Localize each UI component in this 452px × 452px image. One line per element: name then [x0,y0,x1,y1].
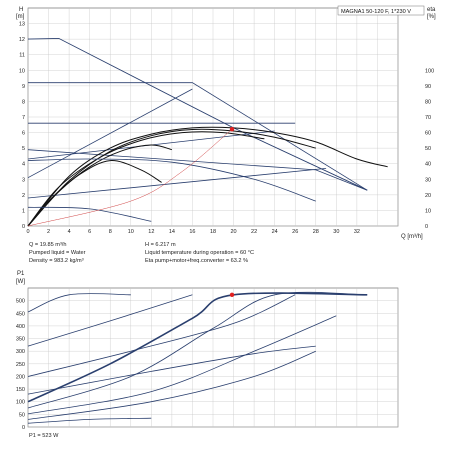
head-y2-tick-label: 70 [425,115,431,121]
head-x-tick-label: 20 [230,229,236,235]
power-y-tick-label: 0 [22,425,25,431]
model-label: MAGNA1 50-120 F, 1*230 V [341,9,411,15]
power-y-tick-label: 50 [19,412,25,418]
head-y-tick-label: 8 [22,99,25,105]
info-power: P1 = 523 W [29,433,59,439]
head-curve-eff-9 [27,131,265,227]
head-y-tick-label: 4 [22,162,25,168]
head-x-tick-label: 18 [210,229,216,235]
head-y-tick-label: 0 [22,224,25,230]
head-curve-const-pressure-5 [27,168,327,199]
head-y-tick-label: 9 [22,84,25,90]
model-box [337,5,425,16]
head-y2-tick-label: 80 [425,99,431,105]
power-curve-power-3 [27,350,316,420]
power-y-tick-label: 100 [16,400,25,406]
head-curve-part-load-12 [27,158,316,202]
head-curve-part-load-13 [27,206,152,222]
head-y-tick-label: 7 [22,115,25,121]
bottom-chart-grid [27,287,399,428]
head-x-tick-label: 28 [313,229,319,235]
head-axis-label: H [19,7,23,13]
head-duty-point [229,126,235,132]
head-curve-max-curve-0 [27,37,368,191]
eta-axis-label: eta [427,7,436,13]
head-x-tick-label: 30 [333,229,339,235]
head-x-tick-label: 0 [26,229,29,235]
power-curve-power-6 [27,294,296,377]
power-curve-power-2 [27,315,337,415]
power-y-tick-label: 450 [16,311,25,317]
power-curve-power-8 [27,417,152,424]
head-y-tick-label: 5 [22,146,25,152]
top-chart-curves [27,37,388,227]
info-efficiency: Eta pump+motor+freq.converter = 63.2 % [145,258,248,264]
bottom-chart-curves [27,291,368,424]
head-y2-tick-label: 10 [425,208,431,214]
head-x-tick-label: 26 [292,229,298,235]
power-curve-max-power-0 [27,292,368,403]
power-axis-label: P1 [17,271,25,277]
info-temperature: Liquid temperature during operation = 60… [145,250,254,256]
head-axis-unit: [m] [16,14,25,20]
head-y-tick-label: 10 [19,68,25,74]
head-y-tick-label: 2 [22,193,25,199]
head-x-tick-label: 32 [354,229,360,235]
head-y2-tick-label: 100 [425,68,434,74]
head-y-tick-label: 1 [22,208,25,214]
power-y-tick-label: 300 [16,349,25,355]
power-curve-power-1 [27,291,368,409]
head-y2-tick-label: 20 [425,193,431,199]
head-y-tick-label: 3 [22,177,25,183]
head-y2-tick-label: 90 [425,84,431,90]
power-y-tick-label: 150 [16,387,25,393]
head-y2-tick-label: 50 [425,146,431,152]
head-x-tick-label: 4 [68,229,71,235]
head-x-tick-label: 10 [128,229,134,235]
power-axis-unit: [W] [16,279,25,285]
head-y-tick-label: 12 [19,37,25,43]
head-x-tick-label: 24 [272,229,278,235]
head-curve-eff-8 [27,128,316,227]
head-x-tick-label: 16 [189,229,195,235]
head-y-tick-label: 11 [19,53,25,59]
head-y-tick-label: 6 [22,131,25,137]
head-x-tick-label: 6 [88,229,91,235]
head-x-tick-label: 8 [109,229,112,235]
info-density: Density = 983.2 kg/m³ [29,258,84,264]
power-y-tick-label: 350 [16,337,25,343]
power-duty-point [229,292,235,298]
info-flow: Q = 19.85 m³/h [29,242,66,248]
power-curve-power-4 [27,293,131,313]
head-curve-const-pressure-4 [27,88,193,179]
power-y-tick-label: 250 [16,362,25,368]
head-y2-tick-label: 40 [425,162,431,168]
power-curve-power-5 [27,294,193,347]
head-y2-tick-label: 0 [425,224,428,230]
info-head: H = 6.217 m [145,242,176,248]
head-x-tick-label: 2 [47,229,50,235]
info-liquid: Pumped liquid = Water [29,250,86,256]
power-y-tick-label: 400 [16,324,25,330]
head-curve-eff-7 [27,126,388,227]
power-y-tick-label: 500 [16,299,25,305]
head-curve-eff-11 [27,160,162,227]
head-y2-tick-label: 60 [425,131,431,137]
head-curve-system-curve-14 [27,129,233,227]
head-x-tick-label: 22 [251,229,257,235]
eta-axis-unit: [%] [427,14,436,20]
power-curve-power-7 [27,345,316,395]
head-y2-tick-label: 30 [425,177,431,183]
head-x-tick-label: 12 [148,229,154,235]
head-x-tick-label: 14 [169,229,175,235]
head-curve-const-pressure-3 [27,149,368,191]
head-y-tick-label: 13 [19,22,25,28]
bottom-chart-ticks: 0 50 100 150 200 250 300 350 400 450 500 [16,299,25,431]
power-y-tick-label: 200 [16,374,25,380]
head-curve-prop-pressure-1 [28,82,368,191]
flow-axis-label: Q [m³/h] [401,234,423,240]
